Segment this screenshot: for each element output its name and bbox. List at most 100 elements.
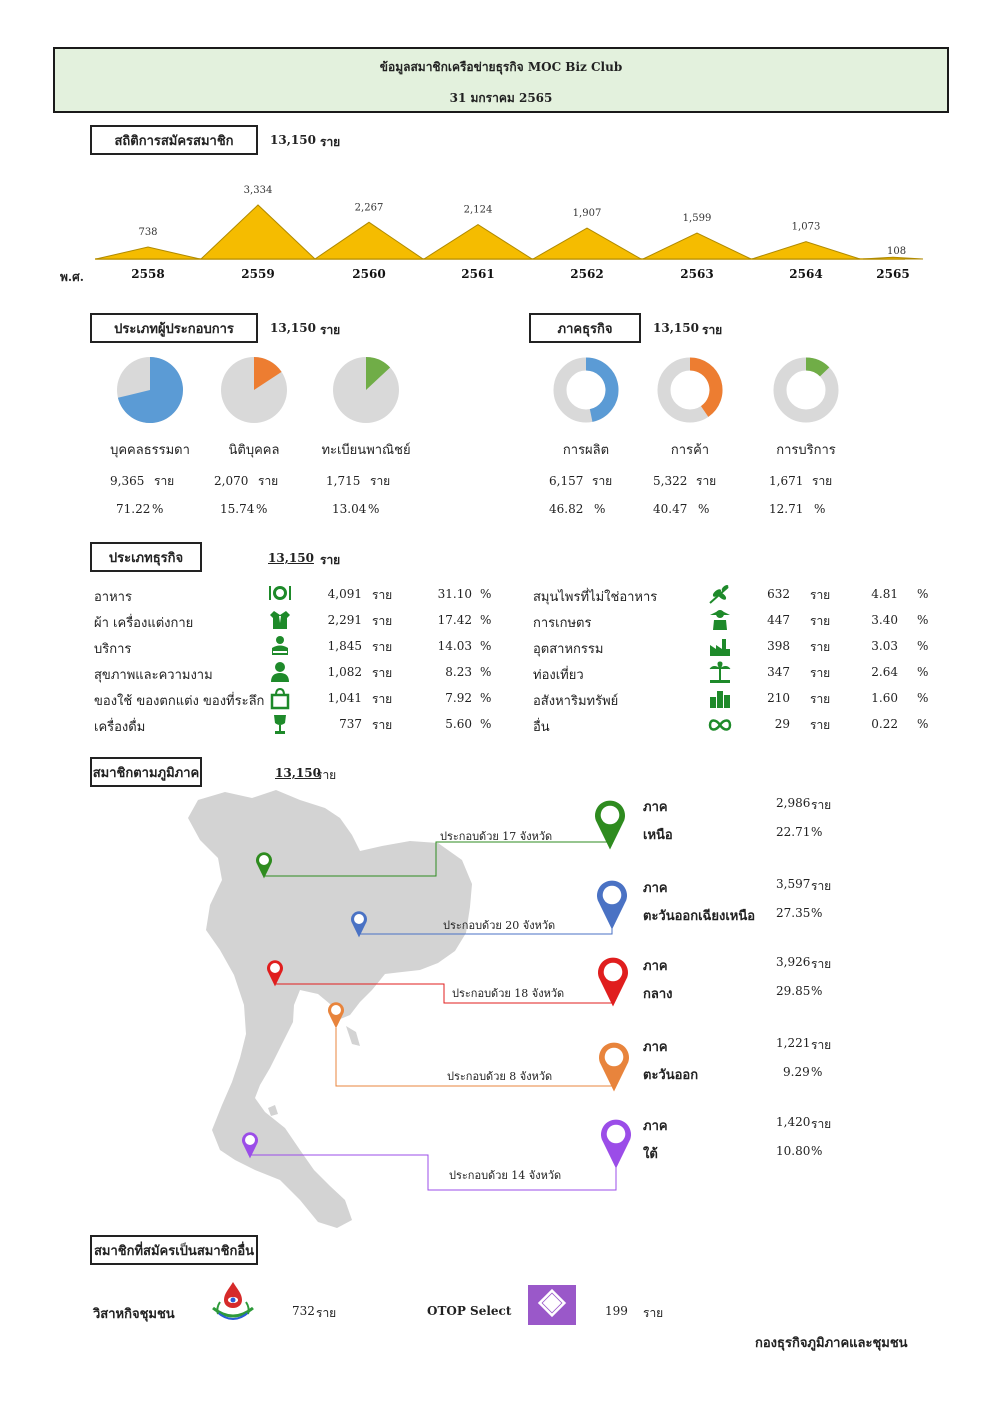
footer-org: กองธุรกิจภูมิภาคและชุมชน — [755, 1336, 908, 1351]
community-enterprise-count: 732 — [292, 1304, 315, 1318]
otop-select-name: OTOP Select — [427, 1304, 512, 1318]
percent-sign: % — [811, 906, 823, 920]
business-type-name: อาหาร — [94, 590, 132, 605]
registration-area-chart: 738 2558 3,334 2559 2,267 2560 2,124 2561 1,907 2… — [95, 185, 924, 281]
business-sector-unit: ราย — [812, 474, 832, 488]
region-unit: ราย — [811, 1117, 832, 1131]
business-sector-unit: ราย — [702, 323, 723, 337]
business-type-unit: ราย — [810, 614, 831, 628]
value-label-2564: 1,073 — [792, 222, 821, 233]
entrepreneur-type-name: นิติบุคคล — [229, 443, 280, 458]
business-type-pct: 0.22 — [871, 717, 898, 731]
region-label-line1: ภาค — [643, 1119, 668, 1134]
entrepreneur-type-total: 13,150 — [270, 321, 316, 335]
entrepreneur-type-unit: ราย — [154, 474, 174, 488]
business-type-pct: 1.60 — [871, 691, 898, 705]
clothing-icon — [268, 609, 292, 633]
percent-sign: % — [811, 1144, 823, 1158]
year-label-2565: 2565 — [876, 267, 909, 281]
business-type-name: สุขภาพและความงาม — [94, 668, 213, 683]
percent-sign: % — [917, 691, 929, 705]
percent-sign: % — [917, 665, 929, 679]
year-label-2562: 2562 — [570, 267, 603, 281]
region-connector-line-0 — [264, 841, 610, 877]
region-province-count: ประกอบด้วย 14 จังหวัด — [449, 1169, 561, 1182]
region-unit: ราย — [811, 1038, 832, 1052]
entrepreneur-type-unit: ราย — [320, 323, 341, 337]
entrepreneur-type-count: 9,365 — [110, 474, 144, 488]
value-label-2562: 1,907 — [573, 208, 602, 219]
business-type-unit: ราย — [810, 692, 831, 706]
percent-sign: % — [917, 639, 929, 653]
area-peak-2559 — [199, 204, 317, 260]
donut-arc-sector-1 — [689, 357, 723, 417]
region-pct: 10.80 — [776, 1144, 811, 1158]
region-label-line1: ภาค — [643, 800, 668, 815]
service-person-icon — [268, 635, 292, 659]
year-label-2558: 2558 — [131, 267, 164, 281]
value-label-2565: 108 — [887, 246, 906, 257]
value-label-2563: 1,599 — [683, 213, 712, 224]
area-peak-2564 — [751, 241, 861, 260]
value-label-2561: 2,124 — [464, 205, 493, 216]
area-peak-2558 — [95, 246, 201, 260]
region-connector-line-3 — [335, 1028, 614, 1087]
business-type-total: 13,150 — [268, 551, 314, 565]
percent-sign: % — [480, 691, 492, 705]
page-date: 31 มกราคม 2565 — [449, 91, 553, 105]
region-count: 1,221 — [776, 1036, 811, 1050]
region-unit: ราย — [811, 798, 832, 812]
percent-sign: % — [368, 502, 379, 516]
region-pin-icon — [595, 800, 625, 850]
donut-arc-sector-2 — [805, 357, 830, 377]
business-type-name: ของใช้ ของตกแต่ง ของที่ระลึก — [94, 694, 265, 709]
business-type-count: 2,291 — [327, 613, 362, 627]
business-type-count: 210 — [767, 691, 790, 705]
business-type-unit: ราย — [810, 666, 831, 680]
region-province-count: ประกอบด้วย 17 จังหวัด — [440, 830, 552, 843]
wine-glass-icon — [268, 713, 292, 737]
business-sector-name: การค้า — [671, 443, 709, 458]
community-enterprise-name: วิสาหกิจชุมชน — [93, 1307, 175, 1322]
health-person-icon — [268, 661, 292, 685]
percent-sign: % — [480, 717, 492, 731]
entrepreneur-type-name: บุคคลธรรมดา — [110, 443, 190, 458]
business-type-count: 4,091 — [327, 587, 362, 601]
area-peak-2563 — [642, 232, 752, 260]
otop-select-unit: ราย — [643, 1306, 664, 1320]
business-type-name: เครื่องดื่ม — [94, 720, 146, 735]
business-type-count: 29 — [774, 717, 790, 731]
year-label-2563: 2563 — [680, 267, 713, 281]
business-type-name: อุตสาหกรรม — [533, 642, 604, 657]
year-label-2561: 2561 — [461, 267, 494, 281]
business-type-name: อสังหาริมทรัพย์ — [533, 694, 619, 709]
value-label-2559: 3,334 — [244, 185, 273, 196]
business-type-name: ผ้า เครื่องแต่งกาย — [94, 616, 194, 631]
entrepreneur-type-label: ประเภทผู้ประกอบการ — [90, 313, 258, 343]
percent-sign: % — [480, 639, 492, 653]
shopping-bag-icon — [268, 687, 292, 711]
value-label-2558: 738 — [138, 227, 157, 238]
region-pct: 9.29 — [783, 1065, 810, 1079]
region-province-count: ประกอบด้วย 20 จังหวัด — [443, 919, 555, 932]
business-sector-name: การบริการ — [776, 443, 836, 458]
map-location-pin-icon — [256, 852, 272, 879]
business-type-unit: ราย — [372, 640, 393, 654]
entrepreneur-type-pct: 15.74 — [220, 502, 255, 516]
percent-sign: % — [917, 587, 929, 601]
region-label-line1: ภาค — [643, 959, 668, 974]
business-type-pct: 2.64 — [871, 665, 898, 679]
business-sector-unit: ราย — [696, 474, 716, 488]
business-type-pct: 3.40 — [871, 613, 898, 627]
business-type-name: ท่องเที่ยว — [533, 668, 584, 683]
year-label-2560: 2560 — [352, 267, 385, 281]
region-pct: 27.35 — [776, 906, 811, 920]
region-connector-line-2 — [275, 983, 613, 1004]
pie-slice-entrepreneur-2 — [366, 357, 391, 390]
value-label-2560: 2,267 — [355, 202, 384, 213]
business-type-unit: ราย — [320, 553, 341, 567]
entrepreneur-type-pct: 71.22 — [116, 502, 150, 516]
region-name: เหนือ — [643, 828, 673, 843]
business-type-count: 1,041 — [327, 691, 362, 705]
business-sector-unit: ราย — [592, 474, 612, 488]
